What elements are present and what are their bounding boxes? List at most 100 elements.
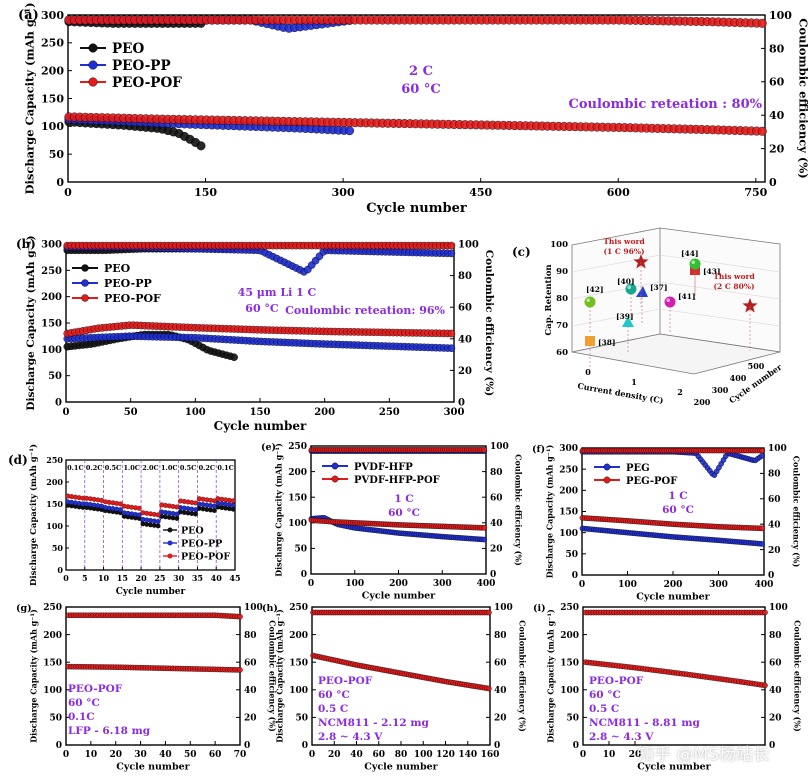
y-tick-label: 250 [560,603,579,613]
rate-label: 0.1C [67,464,83,472]
x-tick-label: 0 [585,367,591,377]
y-tick-label: 300 [559,444,578,454]
y-tick-label: 50 [52,543,64,553]
y2-tick-label: 0 [244,741,250,751]
x-tick-label: 0 [63,407,70,418]
y-tick-label: 150 [41,92,64,105]
legend-label: PEO-PP [181,539,222,550]
cone-shape [622,316,634,327]
x-tick-label: 300 [433,579,452,589]
marker-cone: [39] [616,312,634,352]
marker-label: [43] [703,267,721,276]
annotation-g-1: 60 °C [68,697,100,709]
series-peo-pp [65,499,236,524]
y-tick-label: 0 [573,741,579,751]
legend-label: PEO-POF [112,75,182,91]
sphere-shape [689,258,701,270]
rate-label: 0.2C [199,464,215,472]
x-tick-label: 200 [664,580,683,590]
annotation-i-0: PEO-POF [589,675,644,687]
chart-panel-h: 0 20 40 60 80 100 120 140 1600501001502002500204… [262,603,528,773]
y-tick-label: 150 [289,658,308,668]
x-tick-label: 100 [185,407,206,418]
series-peo-pof-capacity [64,112,767,136]
y-tick-label: 50 [566,714,579,724]
annotation-temperature: 60 °C [662,504,694,516]
y-tick-label: 100 [288,519,307,529]
annotation-h-3: NCM811 - 2.12 mg [318,717,430,729]
y2-tick-label: 60 [769,658,782,668]
sphere-highlight [627,285,631,290]
x-tick-label: 45 [229,573,240,583]
annotation-i-3: NCM811 - 8.81 mg [589,717,701,729]
y2-tick-label: 100 [768,444,787,454]
y-tick-label: 0 [55,398,62,409]
y-tick-label: 150 [559,508,578,518]
marker-label: [38] [598,338,616,347]
y-axis-label: Discharge Capacity (mAh g⁻¹) [29,609,39,743]
y2-axis-label: Coulombic efficiency (%) [518,620,528,732]
y2-tick-label: 20 [458,366,472,377]
data-point [447,344,456,352]
annotation-lithium: 45 μm Li 1 C [238,286,317,299]
marker-label: [37] [650,283,668,292]
annotation-retention: Coulombic reteation : 80% [569,97,763,112]
y2-tick-label: 60 [458,303,472,314]
data-point [447,241,456,250]
data-point [759,541,765,547]
chart-panel-b: 0 50 100 150 200 250 3000501001502002503000204… [16,235,495,433]
x-tick-label: 0 [308,579,314,589]
x-tick-label: 40 [350,750,363,760]
y-tick-label: 150 [41,319,62,330]
series-peo-pp-capacity [63,332,456,352]
series-peg-capacity [579,525,765,547]
data-point [345,126,355,136]
series-line [67,504,234,527]
y-tick-label: 50 [49,148,65,161]
legend-label: PEG [626,463,650,474]
y-axis-label: Discharge Capacity (mAh g⁻¹) [25,235,37,410]
x-axis-label: Cycle number [214,419,307,433]
x-tick-label: 0 [580,750,586,760]
y-axis-label: Discharge Capacity (mAh g⁻¹) [274,443,284,577]
data-point [486,609,492,616]
chart-panel-e: 0 100 200 300 400050100150200250020406080100… [261,442,524,602]
data-point [447,329,456,338]
series-pvdf-hfp-pof-efficiency [308,447,488,453]
y2-tick-label: 60 [490,493,503,503]
y2-tick-label: 60 [494,658,507,668]
y2-tick-label: 80 [494,631,507,641]
y2-tick-label: 40 [494,686,507,696]
y-tick-label: 150 [288,493,307,503]
legend-label: PEO-POF [181,552,230,563]
legend-marker [167,527,173,533]
rate-label: 1.0C [123,464,139,472]
y-tick-label: 250 [41,266,62,277]
y-tick-label: 300 [41,240,62,251]
x-tick-label: 2 [677,387,683,397]
y2-tick-label: 80 [244,631,257,641]
series-peo-pof-efficiency [582,609,768,616]
x-tick-label: 40 [211,573,223,583]
y-axis-label: Discharge Capacity (mAh g⁻¹) [545,445,555,579]
x-tick-label: 250 [379,407,400,418]
x-tick-label: 600 [607,186,630,199]
legend-label: PEO [112,41,144,57]
y-tick-label: 50 [295,714,308,724]
y2-tick-label: 100 [769,9,792,22]
x-axis-label: Cycle number [364,762,438,773]
chart-panel-g: 0 10 20 30 40 50 60 700501001502002500204060801… [16,603,278,773]
sphere-shape [584,296,596,308]
y2-tick-label: 40 [458,334,472,345]
data-point [759,452,765,459]
x-tick-label: 25 [154,573,165,583]
y2-axis-label: Coulombic efficiency (%) [792,456,802,568]
legend-marker [603,476,611,484]
y2-tick-label: 0 [494,741,500,751]
x-tick-label: 10 [98,573,110,583]
x-tick-label: 750 [744,186,767,199]
y2-axis-label: Coulombic efficiency (%) [483,250,495,397]
y2-tick-label: 20 [769,714,782,724]
series-pvdf-hfp-pof-capacity [308,517,488,531]
